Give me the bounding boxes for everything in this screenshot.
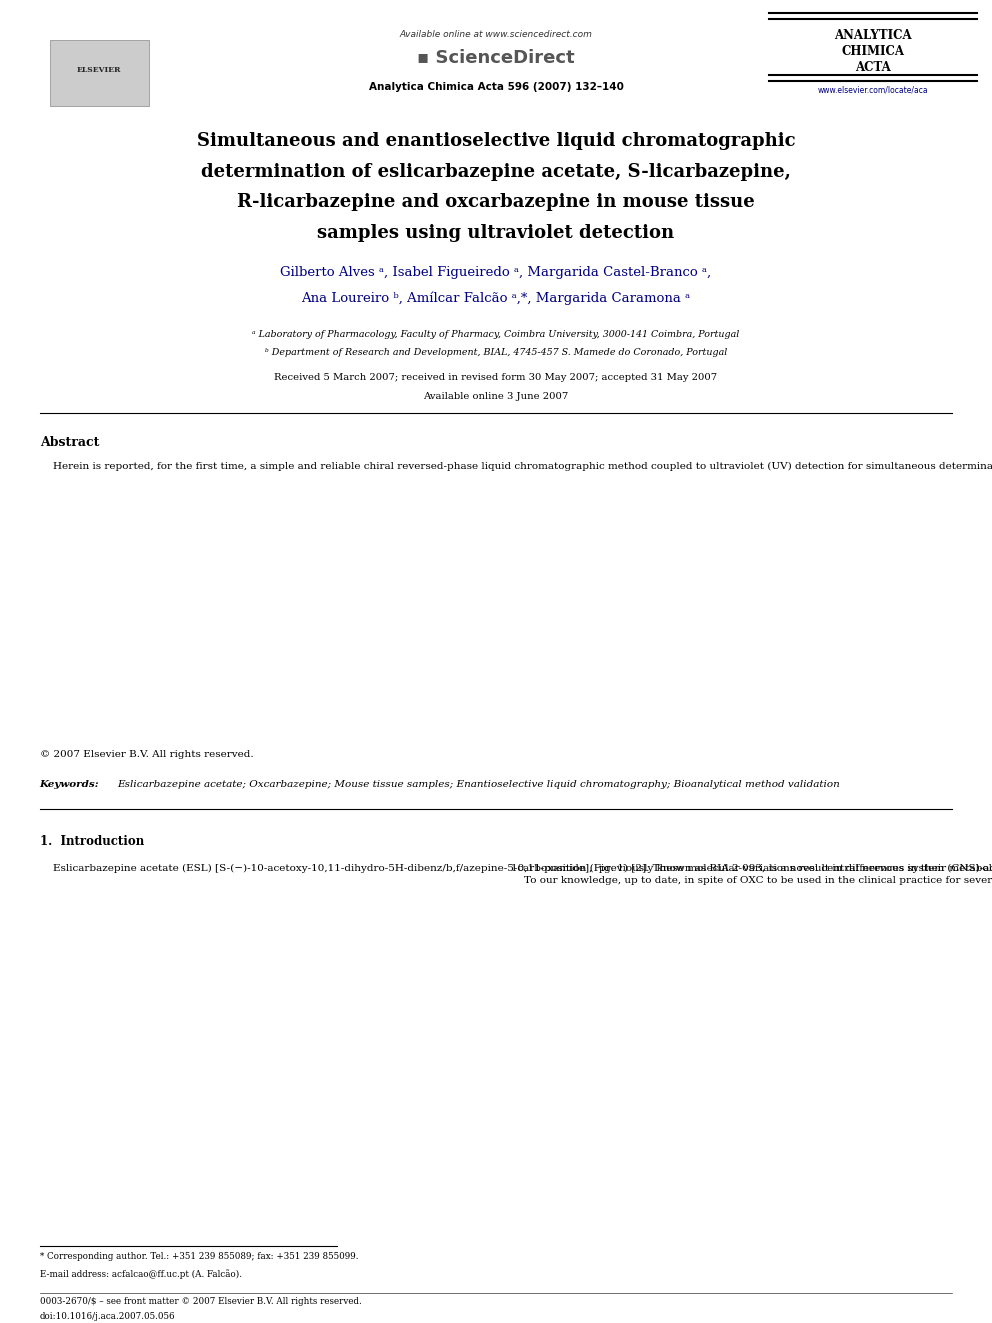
Text: ᵃ Laboratory of Pharmacology, Faculty of Pharmacy, Coimbra University, 3000-141 : ᵃ Laboratory of Pharmacology, Faculty of… [252,329,740,339]
Text: doi:10.1016/j.aca.2007.05.056: doi:10.1016/j.aca.2007.05.056 [40,1312,176,1322]
Text: Herein is reported, for the first time, a simple and reliable chiral reversed-ph: Herein is reported, for the first time, … [40,462,992,471]
Text: R-licarbazepine and oxcarbazepine in mouse tissue: R-licarbazepine and oxcarbazepine in mou… [237,193,755,212]
Text: 1.  Introduction: 1. Introduction [40,835,144,848]
Text: Analytica Chimica Acta 596 (2007) 132–140: Analytica Chimica Acta 596 (2007) 132–14… [369,82,623,93]
Text: ELSEVIER: ELSEVIER [77,66,121,74]
Text: Received 5 March 2007; received in revised form 30 May 2007; accepted 31 May 200: Received 5 March 2007; received in revis… [275,373,717,382]
Bar [50,40,149,106]
Text: Keywords:: Keywords: [40,779,99,789]
Text: ACTA: ACTA [855,61,891,74]
Text: Eslicarbazepine acetate (ESL) [S-(−)-10-acetoxy-10,11-dihydro-5H-dibenz/b,f/azep: Eslicarbazepine acetate (ESL) [S-(−)-10-… [40,864,992,873]
Text: Eslicarbazepine acetate; Oxcarbazepine; Mouse tissue samples; Enantioselective l: Eslicarbazepine acetate; Oxcarbazepine; … [117,779,840,789]
Text: Simultaneous and enantioselective liquid chromatographic: Simultaneous and enantioselective liquid… [196,132,796,151]
Text: 0003-2670/$ – see front matter © 2007 Elsevier B.V. All rights reserved.: 0003-2670/$ – see front matter © 2007 El… [40,1297,361,1306]
Text: Available online at www.sciencedirect.com: Available online at www.sciencedirect.co… [400,30,592,40]
Text: ANALYTICA: ANALYTICA [834,29,912,42]
Text: Abstract: Abstract [40,435,99,448]
Text: www.elsevier.com/locate/aca: www.elsevier.com/locate/aca [817,86,929,95]
Text: Ana Loureiro ᵇ, Amílcar Falcão ᵃ,*, Margarida Caramona ᵃ: Ana Loureiro ᵇ, Amílcar Falcão ᵃ,*, Marg… [302,291,690,304]
Text: 10,11-position (Fig. 1) [2]. These molecular variations result in differences in: 10,11-position (Fig. 1) [2]. These molec… [511,864,992,885]
Text: © 2007 Elsevier B.V. All rights reserved.: © 2007 Elsevier B.V. All rights reserved… [40,750,253,759]
Text: E-mail address: acfalcao@ff.uc.pt (A. Falcão).: E-mail address: acfalcao@ff.uc.pt (A. Fa… [40,1269,242,1278]
Text: CHIMICA: CHIMICA [841,45,905,58]
Text: samples using ultraviolet detection: samples using ultraviolet detection [317,224,675,242]
Text: Gilberto Alves ᵃ, Isabel Figueiredo ᵃ, Margarida Castel-Branco ᵃ,: Gilberto Alves ᵃ, Isabel Figueiredo ᵃ, M… [281,266,711,279]
Text: determination of eslicarbazepine acetate, S-licarbazepine,: determination of eslicarbazepine acetate… [201,163,791,181]
Text: ▪ ScienceDirect: ▪ ScienceDirect [418,49,574,67]
Text: Available online 3 June 2007: Available online 3 June 2007 [424,392,568,401]
Text: ᵇ Department of Research and Development, BIAL, 4745-457 S. Mamede do Coronado, : ᵇ Department of Research and Development… [265,348,727,357]
Text: * Corresponding author. Tel.: +351 239 855089; fax: +351 239 855099.: * Corresponding author. Tel.: +351 239 8… [40,1252,358,1261]
